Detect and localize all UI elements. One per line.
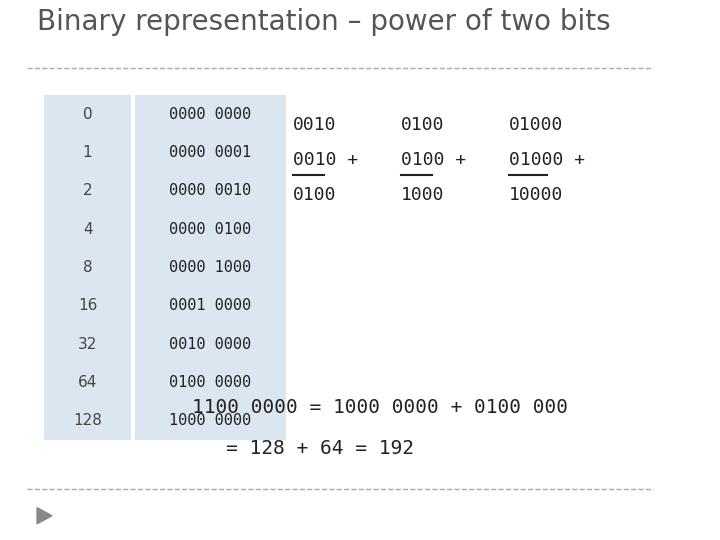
- Text: 0000 0010: 0000 0010: [169, 184, 251, 199]
- FancyBboxPatch shape: [135, 210, 287, 248]
- FancyBboxPatch shape: [135, 325, 287, 363]
- Text: 0100 +: 0100 +: [401, 151, 466, 169]
- FancyBboxPatch shape: [44, 325, 131, 363]
- FancyBboxPatch shape: [135, 172, 287, 210]
- Text: 32: 32: [78, 336, 97, 352]
- Text: 0001 0000: 0001 0000: [169, 298, 251, 313]
- Text: 0010 0000: 0010 0000: [169, 336, 251, 352]
- Text: 128: 128: [73, 413, 102, 428]
- FancyBboxPatch shape: [44, 287, 131, 325]
- FancyBboxPatch shape: [44, 95, 131, 133]
- Text: 01000 +: 01000 +: [508, 151, 585, 169]
- Text: 16: 16: [78, 298, 97, 313]
- Text: 10000: 10000: [508, 186, 563, 204]
- Text: 0000 0001: 0000 0001: [169, 145, 251, 160]
- Polygon shape: [37, 508, 52, 524]
- Text: 0100 0000: 0100 0000: [169, 375, 251, 390]
- FancyBboxPatch shape: [44, 133, 131, 172]
- FancyBboxPatch shape: [44, 210, 131, 248]
- Text: = 128 + 64 = 192: = 128 + 64 = 192: [225, 439, 414, 458]
- Text: 01000: 01000: [508, 116, 563, 134]
- FancyBboxPatch shape: [135, 133, 287, 172]
- FancyBboxPatch shape: [44, 172, 131, 210]
- Text: 0010: 0010: [293, 116, 336, 134]
- Text: 0010 +: 0010 +: [293, 151, 359, 169]
- FancyBboxPatch shape: [135, 95, 287, 133]
- FancyBboxPatch shape: [44, 401, 131, 440]
- FancyBboxPatch shape: [135, 401, 287, 440]
- Text: 0000 0000: 0000 0000: [169, 107, 251, 122]
- Text: 4: 4: [83, 222, 92, 237]
- Text: 0000 1000: 0000 1000: [169, 260, 251, 275]
- Text: 1000: 1000: [401, 186, 444, 204]
- Text: Binary representation – power of two bits: Binary representation – power of two bit…: [37, 8, 611, 36]
- Text: 1100 0000 = 1000 0000 + 0100 000: 1100 0000 = 1000 0000 + 0100 000: [192, 399, 568, 417]
- Text: 64: 64: [78, 375, 97, 390]
- FancyBboxPatch shape: [135, 248, 287, 287]
- FancyBboxPatch shape: [44, 248, 131, 287]
- Text: 8: 8: [83, 260, 92, 275]
- Text: 0100: 0100: [401, 116, 444, 134]
- Text: 0000 0100: 0000 0100: [169, 222, 251, 237]
- FancyBboxPatch shape: [44, 363, 131, 401]
- Text: 0100: 0100: [293, 186, 336, 204]
- FancyBboxPatch shape: [135, 287, 287, 325]
- Text: 1: 1: [83, 145, 92, 160]
- Text: 0: 0: [83, 107, 92, 122]
- FancyBboxPatch shape: [135, 363, 287, 401]
- Text: 1000 0000: 1000 0000: [169, 413, 251, 428]
- Text: 2: 2: [83, 184, 92, 199]
